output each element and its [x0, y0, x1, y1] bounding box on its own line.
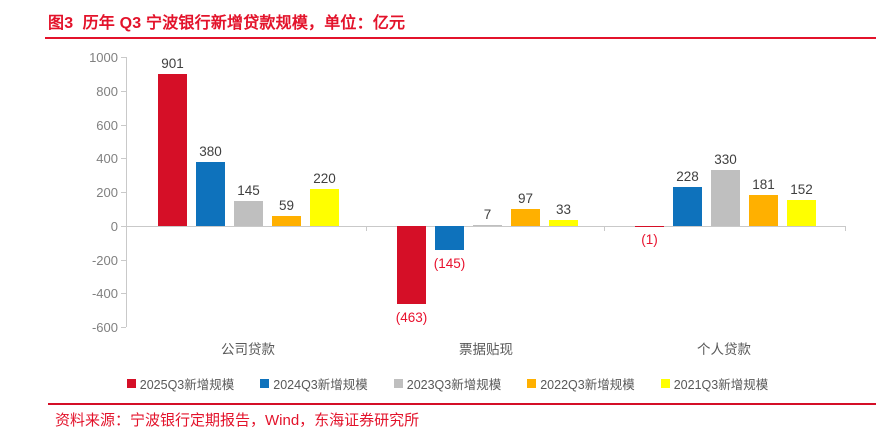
legend-swatch-icon	[394, 379, 403, 388]
x-category-label: 票据贴现	[459, 338, 513, 358]
bar-2024Q3新增规模-公司贷款	[196, 162, 225, 226]
bar-2023Q3新增规模-票据贴现	[473, 225, 502, 226]
legend-label: 2025Q3新增规模	[140, 374, 234, 393]
y-tick-label: 600	[78, 119, 118, 132]
legend-swatch-icon	[661, 379, 670, 388]
legend-label: 2021Q3新增规模	[674, 374, 768, 393]
y-axis-tick	[121, 192, 126, 193]
legend-item: 2021Q3新增规模	[661, 374, 768, 393]
source-note: 资料来源：宁波银行定期报告，Wind，东海证券研究所	[55, 409, 419, 430]
legend-label: 2022Q3新增规模	[540, 374, 634, 393]
y-axis-tick	[121, 260, 126, 261]
bar-value-label: 228	[676, 169, 699, 184]
bar-2023Q3新增规模-公司贷款	[234, 201, 263, 226]
legend-item: 2024Q3新增规模	[260, 374, 367, 393]
bar-value-label: 901	[161, 56, 184, 71]
bar-value-label: (145)	[434, 256, 466, 271]
y-axis-tick	[121, 158, 126, 159]
bar-2022Q3新增规模-票据贴现	[511, 209, 540, 225]
y-tick-label: 200	[78, 186, 118, 199]
bar-2022Q3新增规模-个人贷款	[749, 195, 778, 226]
bar-value-label: 7	[484, 207, 492, 222]
bar-2024Q3新增规模-票据贴现	[435, 226, 464, 251]
x-axis-tick	[845, 226, 846, 231]
y-tick-label: -200	[78, 254, 118, 267]
bar-value-label: 330	[714, 152, 737, 167]
y-axis-tick	[121, 57, 126, 58]
legend-item: 2022Q3新增规模	[527, 374, 634, 393]
bar-2022Q3新增规模-公司贷款	[272, 216, 301, 226]
bar-value-label: 33	[556, 202, 571, 217]
bar-value-label: (1)	[641, 232, 658, 247]
y-tick-label: 1000	[78, 51, 118, 64]
y-tick-label: 800	[78, 85, 118, 98]
y-tick-label: -400	[78, 287, 118, 300]
legend-swatch-icon	[127, 379, 136, 388]
x-category-label: 个人贷款	[697, 338, 751, 358]
bar-value-label: (463)	[396, 310, 428, 325]
legend-label: 2024Q3新增规模	[273, 374, 367, 393]
bar-value-label: 220	[313, 171, 336, 186]
y-tick-label: 400	[78, 152, 118, 165]
bar-2021Q3新增规模-公司贷款	[310, 189, 339, 226]
bar-2024Q3新增规模-个人贷款	[673, 187, 702, 226]
footer-rule	[48, 403, 876, 405]
y-axis-tick	[121, 327, 126, 328]
bar-2023Q3新增规模-个人贷款	[711, 170, 740, 226]
legend-label: 2023Q3新增规模	[407, 374, 501, 393]
y-axis-tick	[121, 226, 126, 227]
bar-value-label: 152	[790, 182, 813, 197]
x-axis-tick	[604, 226, 605, 231]
bar-2025Q3新增规模-公司贷款	[158, 74, 187, 226]
bar-2021Q3新增规模-票据贴现	[549, 220, 578, 226]
x-category-label: 公司贷款	[221, 338, 275, 358]
bar-value-label: 59	[279, 198, 294, 213]
legend-swatch-icon	[260, 379, 269, 388]
legend-swatch-icon	[527, 379, 536, 388]
bar-value-label: 380	[199, 144, 222, 159]
x-axis-tick	[366, 226, 367, 231]
y-axis-tick	[121, 293, 126, 294]
bar-2021Q3新增规模-个人贷款	[787, 200, 816, 226]
y-tick-label: -600	[78, 321, 118, 334]
y-axis-tick	[121, 125, 126, 126]
y-axis-line	[126, 57, 127, 327]
bar-value-label: 97	[518, 191, 533, 206]
bar-value-label: 145	[237, 183, 260, 198]
y-axis-tick	[121, 91, 126, 92]
x-axis-line	[127, 226, 845, 227]
chart-legend: 2025Q3新增规模 2024Q3新增规模 2023Q3新增规模 2022Q3新增规模…	[0, 374, 895, 393]
bar-value-label: 181	[752, 177, 775, 192]
y-tick-label: 0	[78, 220, 118, 233]
legend-item: 2023Q3新增规模	[394, 374, 501, 393]
bar-2025Q3新增规模-票据贴现	[397, 226, 426, 304]
legend-item: 2025Q3新增规模	[127, 374, 234, 393]
